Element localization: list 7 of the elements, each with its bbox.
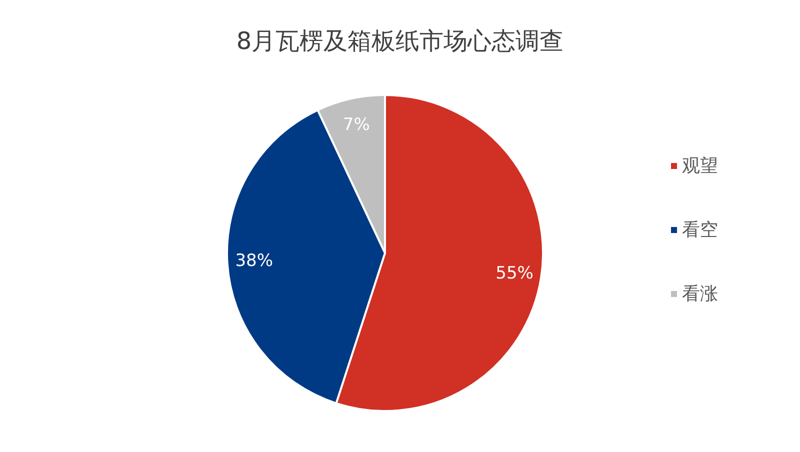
legend-label: 看涨 xyxy=(682,284,718,304)
chart-title: 8月瓦楞及箱板纸市场心态调查 xyxy=(236,27,564,55)
legend-label: 看空 xyxy=(682,220,718,240)
data-label: 7% xyxy=(342,115,370,136)
legend-label: 观望 xyxy=(682,156,718,176)
data-label: 55% xyxy=(496,264,534,284)
data-label: 38% xyxy=(235,251,274,272)
